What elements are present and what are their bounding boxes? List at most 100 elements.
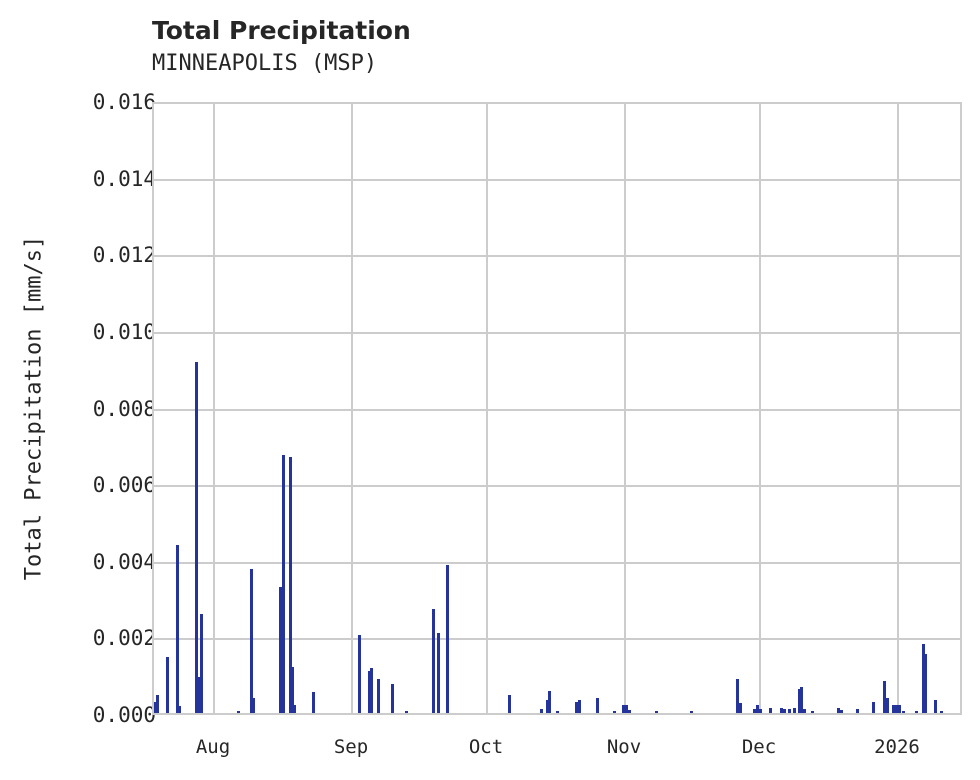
x-tick-label: Oct [468,736,504,758]
precipitation-bar [902,711,905,713]
precipitation-bar [291,667,294,713]
precipitation-bar [769,708,772,713]
y-tick-label: 0.000 [92,703,156,727]
precipitation-bar [856,709,859,713]
precipitation-bar [289,457,292,713]
precipitation-bar [892,705,895,713]
precipitation-bar [508,694,511,713]
gridline-horizontal [154,255,960,258]
precipitation-bar [811,711,814,713]
precipitation-bar [546,699,549,713]
gridline-vertical [486,104,488,713]
precipitation-bar [279,586,282,713]
precipitation-bar [166,657,169,713]
gridline-horizontal [154,638,960,641]
precipitation-bar [282,455,285,713]
precipitation-bar [915,711,918,713]
precipitation-bar [783,709,786,713]
precipitation-bar [596,697,599,713]
precipitation-bar [437,632,440,713]
precipitation-bar [556,711,559,713]
precipitation-bar [405,711,408,713]
gridline-vertical [213,104,215,713]
gridline-vertical [351,104,353,713]
precipitation-bar [446,565,449,713]
precipitation-bar [934,699,937,713]
precipitation-bar [886,697,889,713]
precipitation-bar [793,708,796,713]
precipitation-bar [655,711,658,713]
precipitation-bar [432,608,435,713]
chart-subtitle: MINNEAPOLIS (MSP) [152,51,378,76]
y-tick-label: 0.014 [92,166,156,191]
precipitation-bar [195,361,198,713]
x-tick-label: Nov [606,736,642,758]
precipitation-bar [200,614,203,713]
precipitation-bar [940,711,943,713]
precipitation-bar [540,709,543,713]
y-axis-label: Total Precipitation [mm/s] [21,235,47,581]
gridline-horizontal [154,178,960,181]
chart-title: Total Precipitation [152,16,411,45]
precipitation-bar [736,679,739,713]
precipitation-bar [803,709,806,713]
y-tick-label: 0.012 [92,243,156,268]
precipitation-bar [391,683,394,713]
precipitation-bar [837,708,840,713]
precipitation-bar [176,544,179,713]
precipitation-bar [578,699,581,713]
y-tick-label: 0.010 [92,319,156,344]
precipitation-bar [252,697,255,713]
precipitation-bar [883,680,886,713]
precipitation-bar [370,667,373,713]
precipitation-bar [756,705,759,713]
precipitation-bar [759,709,762,713]
precipitation-bar [872,701,875,713]
plot-area [152,102,962,715]
y-tick-label: 0.006 [92,473,156,498]
gridline-vertical [624,104,626,713]
precipitation-bar [739,703,742,713]
x-tick-label: Sep [333,736,369,758]
precipitation-bar [312,692,315,713]
precipitation-bar [840,709,843,713]
precipitation-bar [895,705,898,713]
y-tick-label: 0.002 [92,626,156,651]
gridline-horizontal [154,561,960,564]
precipitation-bar [250,568,253,713]
precipitation-bar [780,708,783,713]
precipitation-bar [690,711,693,713]
precipitation-bar [575,702,578,713]
precipitation-bar [800,687,803,713]
precipitation-bar [548,690,551,713]
x-tick-label: 2026 [874,736,920,758]
x-tick-label: Aug [195,736,231,758]
precipitation-bar [753,709,756,713]
precipitation-bar [622,705,625,713]
precipitation-bar [924,653,927,713]
precipitation-bar [613,711,616,713]
precipitation-bar [922,644,925,713]
y-tick-label: 0.008 [92,396,156,421]
gridline-horizontal [154,485,960,488]
precipitation-bar [625,705,628,713]
precipitation-bar [898,705,901,713]
precipitation-bar [788,709,791,713]
precipitation-bar [156,694,159,713]
gridline-vertical [759,104,761,713]
y-tick-label: 0.016 [92,90,156,114]
precipitation-bar [798,689,801,713]
precipitation-bar [377,678,380,713]
x-tick-label: Dec [741,736,777,758]
precipitation-bar [628,709,631,713]
precipitation-bar [197,676,200,713]
precipitation-bar [358,634,361,713]
precipitation-bar [293,705,296,713]
gridline-horizontal [154,408,960,411]
precipitation-bar [237,711,240,713]
precipitation-bar [368,671,371,713]
gridline-vertical [897,104,899,713]
precipitation-bar [154,701,157,713]
gridline-horizontal [154,331,960,334]
precipitation-bar [178,706,181,713]
